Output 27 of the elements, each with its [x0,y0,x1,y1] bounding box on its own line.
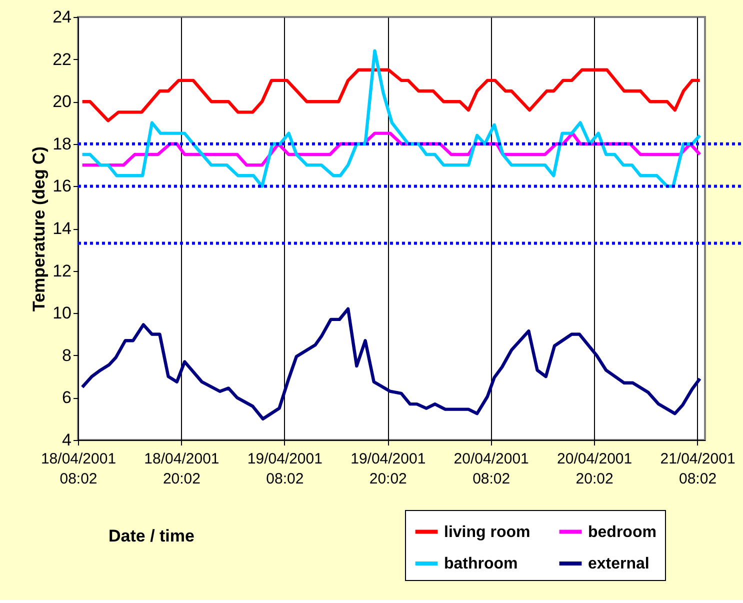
x-tick-label: 18/04/2001 20:02 [144,450,220,488]
line-series [80,307,702,420]
y-tick-label: 6 [62,388,72,408]
y-tick-label: 12 [52,261,72,280]
line-series [80,49,702,188]
legend-label: external [588,556,650,572]
y-tick-label: 4 [62,430,72,450]
y-tick-label: 18 [52,134,72,154]
y-tick-label: 24 [52,8,72,26]
x-tick-label: 18/04/2001 08:02 [40,450,116,488]
y-tick-label: 20 [52,92,72,112]
y-tick-label: 16 [52,176,72,196]
x-tick-label: 20/04/2001 20:02 [557,450,632,488]
legend-label: living room [444,524,530,541]
x-axis-title: Date / time [108,526,194,546]
x-tick-label: 19/04/2001 20:02 [350,450,426,488]
legend-label: bathroom [444,556,518,572]
y-tick-label: 10 [52,304,72,323]
y-axis-title: Temperature (deg C) [30,146,49,312]
legend-label: bedroom [588,524,656,541]
x-tick-label: 20/04/2001 08:02 [454,450,529,488]
x-tick-label: 19/04/2001 08:02 [247,450,322,488]
y-tick-label: 8 [62,346,72,365]
line-series [80,68,702,122]
y-tick-label: 14 [52,219,72,238]
y-tick-label: 22 [52,50,72,69]
x-tick-label: 21/04/2001 08:02 [660,450,736,488]
